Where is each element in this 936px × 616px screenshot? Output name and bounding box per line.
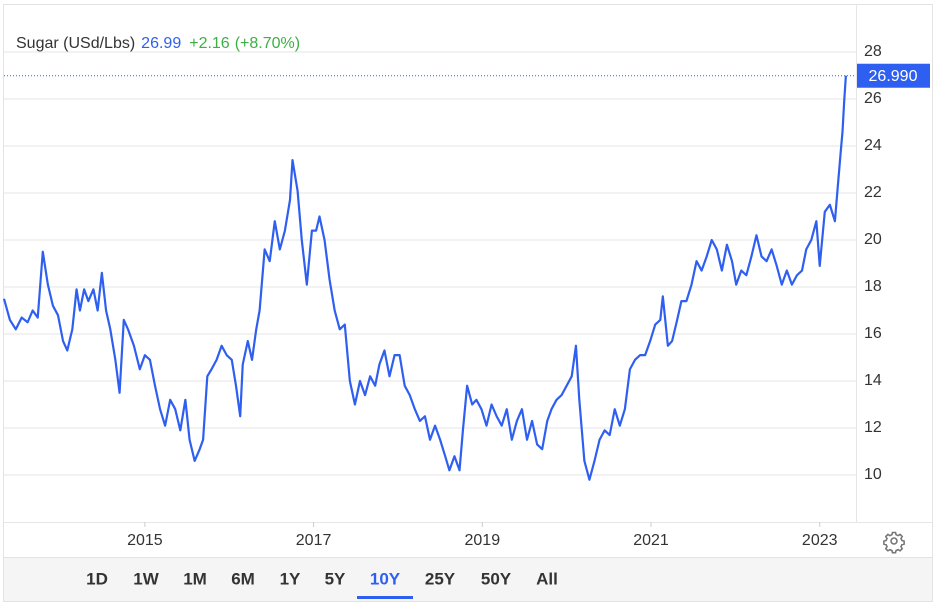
x-tick-label: 2023 <box>802 532 838 549</box>
change: +2.16 <box>189 35 230 52</box>
y-tick-label: 26 <box>864 90 882 107</box>
y-tick-label: 10 <box>864 466 882 483</box>
header: Sugar (USd/Lbs) 26.99 +2.16 (+8.70%) <box>16 35 300 52</box>
range-button[interactable]: 6M <box>231 569 255 588</box>
range-button[interactable]: 5Y <box>325 569 346 588</box>
settings-icon[interactable] <box>883 531 905 554</box>
range-underline <box>357 596 413 599</box>
range-button[interactable]: All <box>536 569 558 588</box>
last-price: 26.99 <box>141 35 181 52</box>
range-button[interactable]: 50Y <box>481 569 512 588</box>
range-button[interactable]: 1M <box>183 569 207 588</box>
x-tick-label: 2021 <box>633 532 669 549</box>
gear-teeth[interactable] <box>883 531 905 554</box>
range-bar <box>4 557 932 601</box>
range-button[interactable]: 1Y <box>280 569 301 588</box>
y-tick-label: 20 <box>864 231 882 248</box>
x-tick-label: 2019 <box>465 532 501 549</box>
frame <box>3 4 933 602</box>
gear-hub[interactable] <box>890 537 898 545</box>
y-tick-label: 16 <box>864 325 882 342</box>
change-pct: (+8.70%) <box>235 35 300 52</box>
x-tick-label: 2015 <box>127 532 163 549</box>
y-tick-label: 14 <box>864 372 882 389</box>
y-tick-label: 22 <box>864 184 882 201</box>
range-button[interactable]: 1D <box>86 569 108 588</box>
price-tag-label: 26.990 <box>869 68 918 85</box>
y-tick-label: 28 <box>864 43 882 60</box>
y-tick-label: 24 <box>864 137 882 154</box>
price-tag <box>857 63 930 88</box>
range-button[interactable]: 25Y <box>425 569 456 588</box>
y-tick-label: 12 <box>864 419 882 436</box>
instrument-name: Sugar (USd/Lbs) <box>16 35 135 52</box>
range-button[interactable]: 10Y <box>370 569 401 588</box>
price-line <box>2 75 847 481</box>
x-tick-label: 2017 <box>296 532 332 549</box>
range-button[interactable]: 1W <box>133 569 159 588</box>
y-tick-label: 18 <box>864 278 882 295</box>
